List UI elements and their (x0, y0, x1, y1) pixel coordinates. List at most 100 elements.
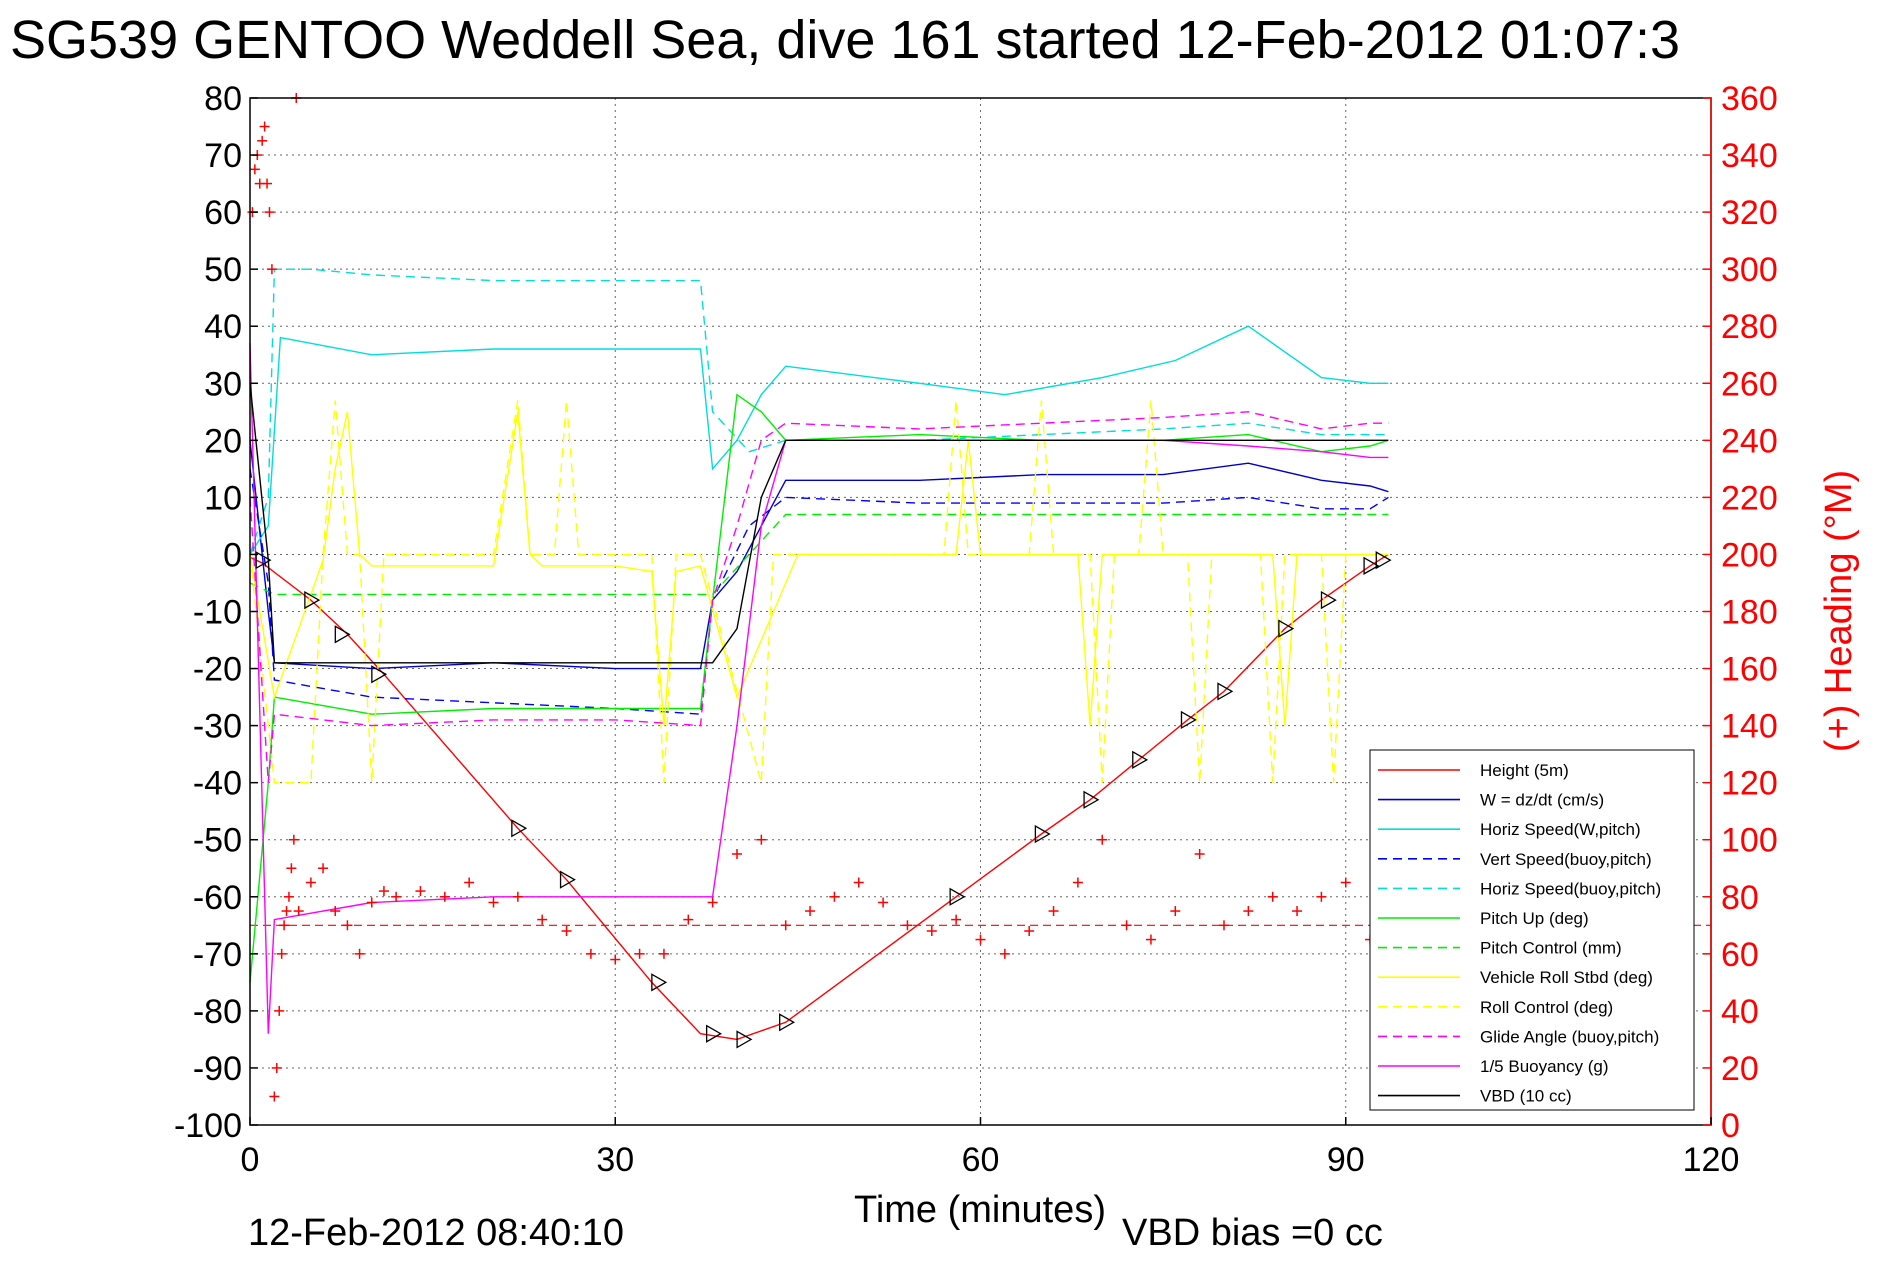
heading-point (1121, 920, 1132, 931)
heading-point (1219, 920, 1229, 931)
heading-point (415, 886, 426, 897)
heading-point (1340, 877, 1351, 888)
series-group (249, 268, 1389, 1041)
triangle-marker (304, 590, 321, 610)
heading-point (1170, 906, 1181, 917)
x-tick-label: 0 (241, 1141, 260, 1179)
heading-point (264, 207, 275, 218)
y-tick-label: -40 (193, 765, 242, 803)
right-tick-label: 260 (1721, 365, 1778, 403)
right-tick-label: 360 (1721, 80, 1778, 118)
heading-point (829, 891, 840, 902)
x-tick-label: 120 (1683, 1141, 1740, 1179)
heading-point (634, 948, 645, 959)
triangle-marker (651, 973, 668, 992)
heading-point (266, 264, 277, 275)
legend-entry-10: 1/5 Buoyancy (g) (1480, 1057, 1609, 1076)
chart-title: SG539 GENTOO Weddell Sea, dive 161 start… (10, 10, 1680, 70)
right-tick-label: 340 (1721, 137, 1778, 175)
heading-point (262, 178, 273, 189)
series-line-11 (249, 383, 1389, 664)
legend-entry-0: Height (5m) (1480, 761, 1569, 780)
triangle-marker (706, 1024, 722, 1043)
triangle-marker (1217, 682, 1234, 701)
triangle-marker (779, 1013, 796, 1032)
heading-point (257, 135, 268, 146)
y-tick-label: 30 (204, 365, 242, 403)
heading-point (281, 906, 292, 917)
heading-point (1267, 891, 1278, 902)
triangle-marker (1363, 556, 1380, 575)
heading-point (951, 914, 962, 925)
footer-vbd-bias: VBD bias =0 cc (1122, 1212, 1383, 1254)
right-axis-label: (+) Heading (°M) (1818, 470, 1860, 752)
heading-point (269, 1091, 280, 1102)
y-tick-label: -60 (193, 879, 242, 917)
triangle-marker (511, 819, 528, 838)
heading-point (391, 891, 402, 902)
series-line-2 (249, 325, 1389, 555)
legend-entry-4: Horiz Speed(buoy,pitch) (1480, 879, 1661, 898)
right-tick-label: 220 (1721, 479, 1778, 517)
y-tick-label: 80 (204, 80, 242, 118)
triangle-marker (559, 870, 576, 889)
right-tick-label: 200 (1721, 536, 1778, 574)
right-tick-label: 320 (1721, 194, 1778, 232)
series-line-10 (249, 343, 1389, 1034)
heading-point (318, 863, 329, 874)
heading-point (853, 877, 864, 888)
heading-point (464, 877, 475, 888)
heading-point (378, 886, 389, 897)
legend-entry-5: Pitch Up (deg) (1480, 909, 1589, 928)
heading-point (902, 920, 913, 931)
heading-point (999, 948, 1010, 959)
heading-point (271, 1062, 282, 1073)
y-tick-label: -30 (193, 708, 242, 746)
right-tick-label: 240 (1721, 422, 1778, 460)
right-tick-label: 280 (1721, 308, 1778, 346)
y-tick-label: -100 (174, 1107, 242, 1145)
triangle-marker (255, 551, 272, 570)
heading-point (1048, 906, 1059, 917)
heading-point (756, 834, 767, 845)
heading-point (610, 954, 621, 965)
footer-timestamp: 12-Feb-2012 08:40:10 (248, 1212, 624, 1254)
right-tick-label: 80 (1721, 879, 1759, 917)
legend-entry-3: Vert Speed(buoy,pitch) (1480, 850, 1652, 869)
heading-point (276, 948, 287, 959)
y-tick-label: -80 (193, 993, 242, 1031)
x-tick-label: 30 (596, 1141, 634, 1179)
y-tick-label: -20 (193, 651, 242, 689)
heading-point (1145, 934, 1156, 945)
heading-point (342, 920, 353, 931)
heading-point (707, 897, 718, 908)
triangle-marker (1180, 710, 1197, 730)
series-line-0 (249, 553, 1389, 1041)
axis-ticks: 0 30 60 90 12080706050403020100-10-20-30-40-… (174, 80, 1778, 1179)
triangle-marker-group (255, 551, 1392, 1049)
x-tick-label: 60 (962, 1141, 1000, 1179)
y-tick-label: 70 (204, 137, 242, 175)
legend-entry-1: W = dz/dt (cm/s) (1480, 791, 1604, 810)
triangle-marker (1083, 790, 1100, 809)
y-tick-label: 50 (204, 251, 242, 289)
heading-point (683, 914, 694, 925)
heading-point (293, 906, 304, 917)
heading-point (1316, 891, 1327, 902)
right-tick-label: 120 (1721, 765, 1778, 803)
heading-point (1024, 926, 1035, 937)
series-line-4 (249, 268, 1389, 555)
y-tick-label: 40 (204, 308, 242, 346)
triangle-marker (371, 665, 388, 684)
y-tick-label: -90 (193, 1050, 242, 1088)
heading-point (439, 891, 450, 902)
heading-point (658, 948, 669, 959)
right-tick-label: 40 (1721, 993, 1759, 1031)
triangle-marker (334, 625, 351, 644)
y-tick-label: -50 (193, 822, 242, 860)
right-tick-label: 0 (1721, 1107, 1740, 1145)
heading-point (286, 863, 297, 874)
legend-box (1369, 749, 1695, 1111)
heading-point (488, 897, 499, 908)
